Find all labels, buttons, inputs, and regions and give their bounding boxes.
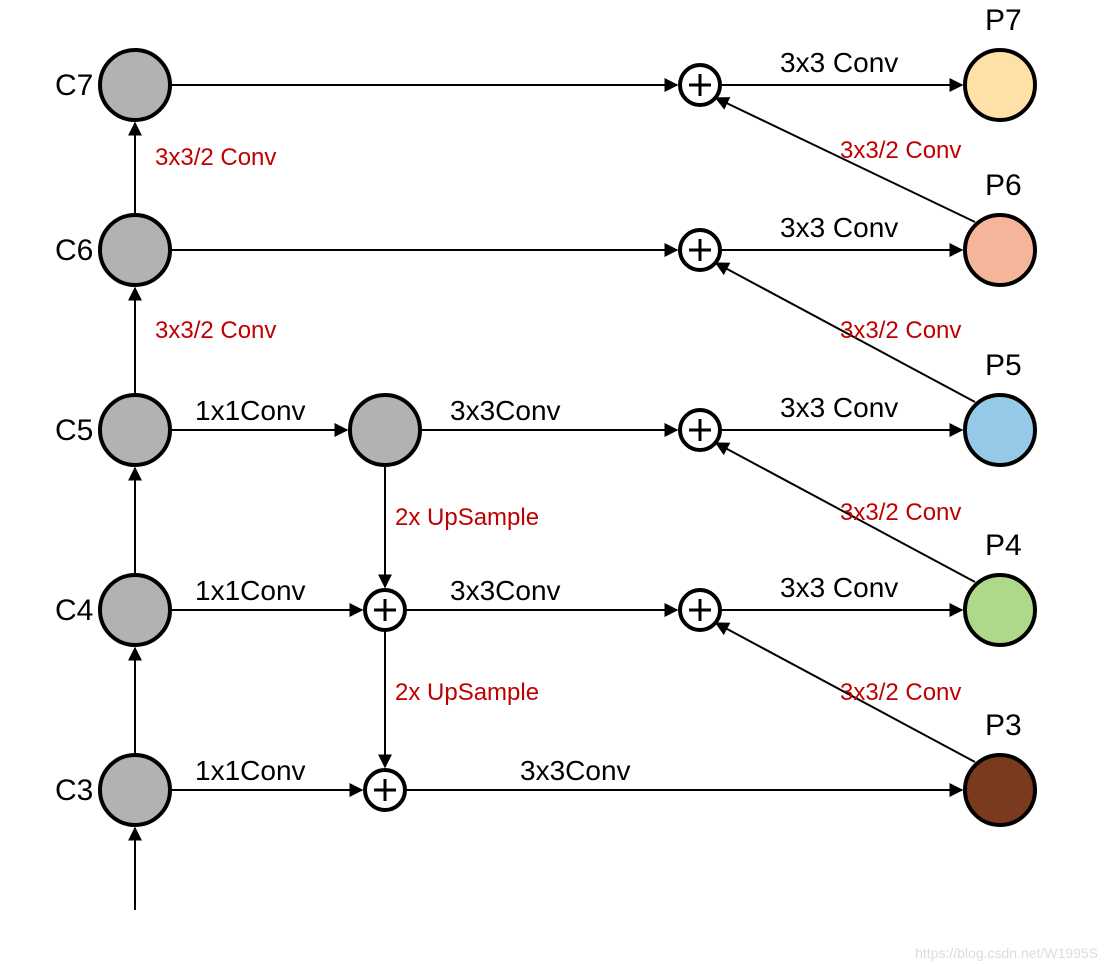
node-label-C6: C6 <box>55 234 93 267</box>
node-label-P5: P5 <box>985 349 1022 382</box>
edge-label-R4-P4: 3x3 Conv <box>780 572 898 603</box>
node-C4 <box>100 575 170 645</box>
node-label-P3: P3 <box>985 709 1022 742</box>
watermark: https://blog.csdn.net/W1995S <box>915 945 1098 961</box>
node-label-P4: P4 <box>985 529 1022 562</box>
node-label-P7: P7 <box>985 4 1022 37</box>
edge-label-M5-R5: 3x3Conv <box>450 395 561 426</box>
edge-label-C6-C7: 3x3/2 Conv <box>155 144 276 171</box>
edge-label-PL4-R4: 3x3Conv <box>450 575 561 606</box>
node-C7 <box>100 50 170 120</box>
edge-label-C5-C6: 3x3/2 Conv <box>155 317 276 344</box>
node-P3 <box>965 755 1035 825</box>
node-P5 <box>965 395 1035 465</box>
node-P6 <box>965 215 1035 285</box>
edge-label-P5-R6: 3x3/2 Conv <box>840 317 961 344</box>
node-P4 <box>965 575 1035 645</box>
edges <box>135 85 975 910</box>
edge-label-PL4-PL3: 2x UpSample <box>395 679 539 706</box>
edge-label-P4-R5: 3x3/2 Conv <box>840 499 961 526</box>
edge-label-R7-P7: 3x3 Conv <box>780 47 898 78</box>
edge-label-P6-R7: 3x3/2 Conv <box>840 137 961 164</box>
edge-label-M5-PL4: 2x UpSample <box>395 504 539 531</box>
node-label-C3: C3 <box>55 774 93 807</box>
node-label-C4: C4 <box>55 594 93 627</box>
edge-label-P3-R4: 3x3/2 Conv <box>840 679 961 706</box>
labels: 3x3/2 Conv 3x3/2 Conv 1x1Conv 1x1Conv 1x1Con… <box>55 4 1022 807</box>
edge-label-C5-M5: 1x1Conv <box>195 395 306 426</box>
node-M5 <box>350 395 420 465</box>
node-label-C7: C7 <box>55 69 93 102</box>
node-C3 <box>100 755 170 825</box>
fpn-diagram: 3x3/2 Conv 3x3/2 Conv 1x1Conv 1x1Conv 1x1Con… <box>0 0 1104 966</box>
edge-label-C4-PL4: 1x1Conv <box>195 575 306 606</box>
node-label-C5: C5 <box>55 414 93 447</box>
edge-label-PL3-P3: 3x3Conv <box>520 755 631 786</box>
node-C5 <box>100 395 170 465</box>
node-label-P6: P6 <box>985 169 1022 202</box>
edge-label-C3-PL3: 1x1Conv <box>195 755 306 786</box>
edge-label-R5-P5: 3x3 Conv <box>780 392 898 423</box>
node-C6 <box>100 215 170 285</box>
node-P7 <box>965 50 1035 120</box>
edge-label-R6-P6: 3x3 Conv <box>780 212 898 243</box>
